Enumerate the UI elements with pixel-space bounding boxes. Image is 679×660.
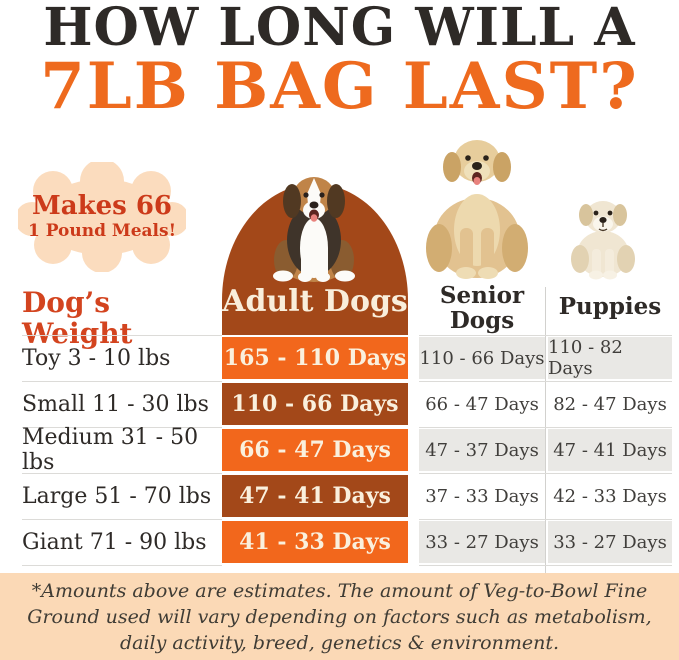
row-divider <box>22 335 222 336</box>
row-divider <box>419 565 672 566</box>
senior-golden-retriever-image <box>426 140 528 279</box>
row-divider <box>419 427 672 428</box>
row-divider <box>419 335 672 336</box>
disclaimer-line1: *Amounts above are estimates. The amount… <box>31 579 648 602</box>
puppies-cell-large: 42 - 33 Days <box>548 475 672 517</box>
puppies-cell-toy: 110 - 82 Days <box>548 337 672 379</box>
weight-label-large: Large 51 - 70 lbs <box>22 483 212 509</box>
senior-header-line2: Dogs <box>449 306 515 334</box>
disclaimer-band: *Amounts above are estimates. The amount… <box>0 573 679 660</box>
puppies-cell-giant: 33 - 27 Days <box>548 521 672 563</box>
disclaimer-line3: daily activity, breed, genetics & enviro… <box>119 631 559 654</box>
weight-label-medium: Medium 31 - 50 lbs <box>22 425 199 475</box>
adult-cell-giant: 41 - 33 Days <box>222 521 408 563</box>
row-divider <box>22 381 222 382</box>
adult-cell-toy: 165 - 110 Days <box>222 337 408 379</box>
puppies-column-header: Puppies <box>558 293 662 320</box>
adult-dogs-column-header: Adult Dogs <box>222 284 408 319</box>
senior-cell-giant: 33 - 27 Days <box>419 521 545 563</box>
title-line2: 7LB BAG LAST? <box>40 49 639 124</box>
row-divider <box>22 473 222 474</box>
senior-dogs-column-header: Senior Dogs <box>419 282 545 334</box>
senior-cell-toy: 110 - 66 Days <box>419 337 545 379</box>
badge-line1: Makes 66 <box>31 191 173 222</box>
weight-label-toy: Toy 3 - 10 lbs <box>22 345 171 371</box>
weight-label-giant: Giant 71 - 90 lbs <box>22 529 207 555</box>
row-divider <box>22 427 222 428</box>
senior-puppies-divider <box>545 287 546 573</box>
senior-cell-medium: 47 - 37 Days <box>419 429 545 471</box>
adult-beagle-image <box>273 177 355 282</box>
adult-cell-large: 47 - 41 Days <box>222 475 408 517</box>
badge-line2: 1 Pound Meals! <box>27 220 177 241</box>
senior-header-line1: Senior <box>439 282 525 309</box>
row-divider <box>419 381 672 382</box>
row-divider <box>419 519 672 520</box>
senior-cell-small: 66 - 47 Days <box>419 383 545 425</box>
disclaimer-line2: Ground used will vary depending on facto… <box>27 605 652 628</box>
row-divider <box>419 473 672 474</box>
puppy-image <box>571 201 635 280</box>
row-divider <box>22 565 222 566</box>
adult-cell-small: 110 - 66 Days <box>222 383 408 425</box>
scalloped-blob-shape <box>18 162 186 272</box>
weight-label-small: Small 11 - 30 lbs <box>22 391 209 417</box>
row-divider <box>22 519 222 520</box>
meals-badge: Makes 66 1 Pound Meals! <box>18 162 186 272</box>
adult-cell-medium: 66 - 47 Days <box>222 429 408 471</box>
puppies-cell-medium: 47 - 41 Days <box>548 429 672 471</box>
weight-column-header: Dog’s Weight <box>22 286 133 350</box>
senior-cell-large: 37 - 33 Days <box>419 475 545 517</box>
title-line1: HOW LONG WILL A <box>43 0 636 58</box>
puppies-cell-small: 82 - 47 Days <box>548 383 672 425</box>
